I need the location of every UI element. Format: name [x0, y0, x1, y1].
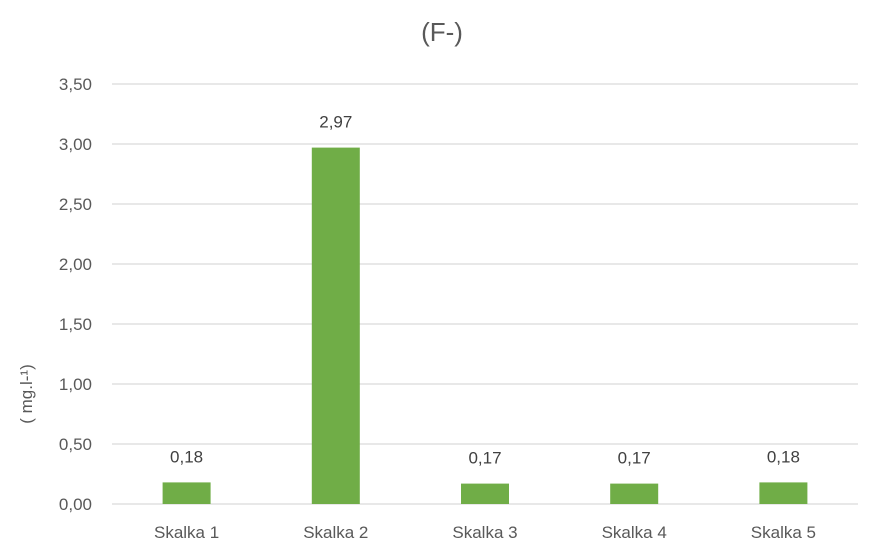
bar [461, 483, 509, 504]
x-tick-label: Skalka 4 [602, 523, 667, 542]
bar [610, 483, 659, 504]
y-tick-label: 0,00 [59, 495, 92, 514]
x-tick-label: Skalka 5 [751, 523, 816, 542]
y-tick-label: 3,00 [59, 135, 92, 154]
x-tick-label: Skalka 1 [154, 523, 219, 542]
y-axis-label: ( mg.l-¹) [17, 364, 36, 423]
bar [759, 482, 808, 504]
y-tick-label: 2,00 [59, 255, 92, 274]
y-tick-label: 1,50 [59, 315, 92, 334]
data-label: 0,17 [468, 449, 501, 468]
bars [162, 147, 808, 504]
x-tick-label: Skalka 3 [452, 523, 517, 542]
y-tick-label: 0,50 [59, 435, 92, 454]
y-tick-label: 2,50 [59, 195, 92, 214]
y-axis-tick-labels: 0,00 0,50 1,00 1,50 2,00 2,50 3,00 3,50 [59, 75, 92, 514]
data-labels: 0,18 2,97 0,17 0,17 0,18 [170, 113, 800, 468]
data-label: 0,17 [618, 449, 651, 468]
bar [311, 147, 360, 504]
data-label: 0,18 [170, 447, 203, 466]
chart-title: (F-) [421, 17, 463, 47]
data-label: 2,97 [319, 113, 352, 132]
y-tick-label: 3,50 [59, 75, 92, 94]
x-tick-label: Skalka 2 [303, 523, 368, 542]
bar [162, 482, 211, 504]
x-axis-tick-labels: Skalka 1 Skalka 2 Skalka 3 Skalka 4 Skalka 5 [154, 523, 816, 542]
gridlines [112, 83, 858, 505]
data-label: 0,18 [767, 447, 800, 466]
y-tick-label: 1,00 [59, 375, 92, 394]
